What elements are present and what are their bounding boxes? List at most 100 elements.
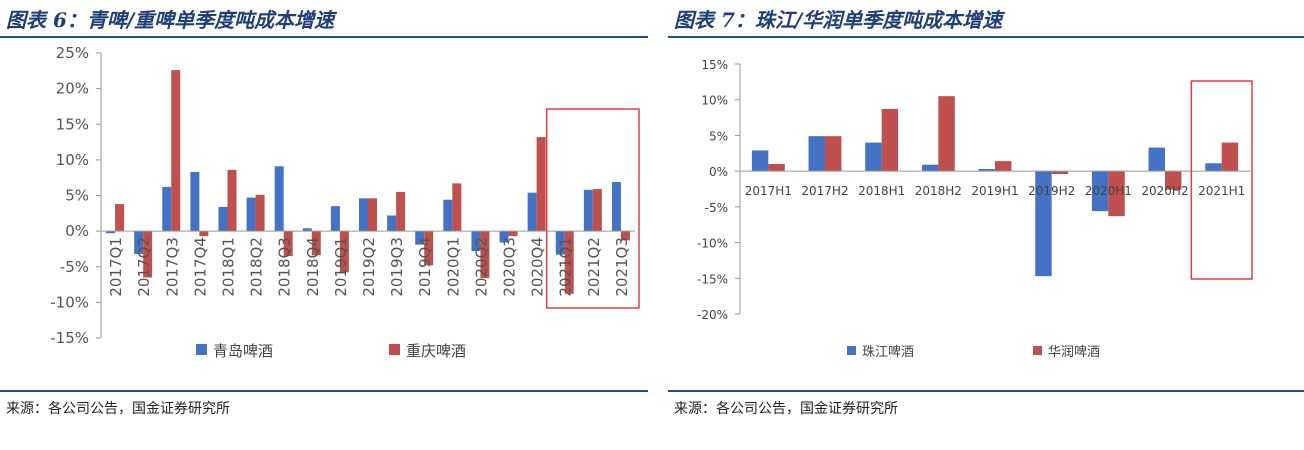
bar-series2	[396, 191, 406, 232]
bar-series1	[471, 231, 481, 252]
bar-series2	[283, 231, 293, 257]
y-tick-label: -5%	[705, 201, 728, 215]
bar-series1	[1148, 147, 1165, 172]
divider	[0, 390, 648, 392]
bar-series1	[1205, 163, 1222, 172]
highlight-box	[1190, 80, 1253, 280]
legend-label: 青岛啤酒	[213, 342, 273, 360]
y-tick-label: 0%	[709, 165, 728, 179]
bar-series1	[1091, 171, 1109, 212]
legend-label: 重庆啤酒	[406, 342, 466, 360]
y-tick-label: -15%	[50, 329, 89, 347]
x-tick-label: 2017Q1	[107, 237, 125, 297]
chart-panel-right: 图表 7：珠江/华润单季度吨成本增速 15% 10% 5% 0% -5% -10% -15%…	[668, 0, 1304, 450]
x-tick-label: 2017H2	[801, 184, 848, 198]
bar-series1	[415, 231, 425, 245]
x-tick-label: 2021Q2	[585, 237, 603, 297]
bar-series2	[995, 161, 1012, 172]
bar-series1	[302, 228, 312, 232]
bar-series1	[978, 169, 995, 172]
x-tick-label: 2020Q2	[472, 237, 490, 297]
y-tick-label: 15%	[56, 115, 89, 133]
bar-series1	[274, 166, 284, 232]
legend-label: 珠江啤酒	[862, 345, 914, 360]
y-tick-label: -20%	[697, 308, 728, 322]
x-tick-label: 2019Q1	[332, 237, 350, 297]
legend-swatch	[389, 344, 400, 355]
y-tick-label: 25%	[56, 44, 89, 62]
bar-series2	[536, 137, 546, 232]
bar-series1	[555, 231, 565, 255]
title-bar: 图表 7：珠江/华润单季度吨成本增速	[668, 0, 1304, 38]
x-tick-label: 2021H1	[1198, 184, 1245, 198]
legend-swatch	[847, 346, 856, 355]
x-tick-label: 2017Q2	[135, 237, 153, 297]
highlight-box	[545, 108, 640, 309]
bar-series1	[190, 171, 200, 232]
bar-series1	[808, 136, 825, 172]
bar-series2	[620, 231, 630, 241]
bar-series1	[134, 231, 144, 254]
bar-series2	[1108, 171, 1125, 217]
bar-series2	[564, 231, 574, 294]
bar-series1	[387, 215, 397, 232]
x-tick-label: 2019Q2	[360, 237, 378, 297]
bar-series2	[938, 96, 955, 172]
y-tick-label: 20%	[56, 80, 89, 98]
x-tick-label: 2020Q4	[529, 237, 547, 297]
x-tick-label: 2017Q3	[163, 237, 181, 297]
source-note: 来源：各公司公告，国金证券研究所	[6, 401, 230, 417]
bar-series2	[768, 164, 785, 172]
x-tick-label: 2020Q1	[444, 237, 462, 297]
x-tick-label: 2018Q3	[276, 237, 294, 297]
bar-series1	[1035, 171, 1052, 277]
bar-series2	[255, 194, 265, 232]
x-tick-label: 2018Q2	[248, 237, 266, 297]
bar-series1	[583, 189, 593, 232]
y-tick-label: 10%	[701, 94, 728, 108]
y-tick-label: 5%	[65, 187, 89, 205]
bar-series1	[359, 198, 368, 232]
bar-series2	[424, 231, 434, 266]
bar-series1	[921, 164, 939, 172]
bar-series2	[368, 198, 377, 232]
chart-title: 图表 7：珠江/华润单季度吨成本增速	[674, 8, 1003, 32]
bar-series2	[171, 70, 181, 232]
bar-series1	[162, 186, 172, 232]
bar-series2	[452, 183, 462, 232]
x-tick-label: 2018H2	[915, 184, 962, 198]
bar-series1	[330, 206, 340, 232]
bar-series2	[1051, 171, 1069, 174]
legend-swatch	[196, 344, 207, 355]
chart-title: 图表 6：青啤/重啤单季度吨成本增速	[6, 8, 335, 32]
bar-series1	[106, 231, 116, 234]
bar-series1	[751, 150, 769, 172]
bar-series2	[881, 109, 899, 172]
bar-series2	[1221, 142, 1239, 172]
y-tick-label: 5%	[709, 129, 728, 143]
bar-series2	[311, 231, 321, 256]
y-tick-label: 15%	[701, 58, 728, 72]
y-tick-label: 10%	[56, 151, 89, 169]
x-tick-label: 2020H2	[1141, 184, 1188, 198]
bar-series1	[499, 231, 509, 243]
chart-left: 25% 20% 15% 10% 5% 0% -5% -10% -15% 2017Q1 2017Q2 2…	[50, 44, 640, 360]
y-tick-label: -5%	[60, 258, 89, 276]
x-tick-label: 2021Q3	[613, 237, 631, 297]
bar-series1	[611, 181, 621, 232]
bar-series2	[199, 231, 209, 237]
bar-series2	[508, 231, 518, 237]
x-tick-label: 2021Q1	[557, 237, 575, 297]
x-tick-label: 2018Q4	[304, 237, 322, 297]
source-note: 来源：各公司公告，国金证券研究所	[674, 401, 898, 417]
chart-right: 15% 10% 5% 0% -5% -10% -15% -20% 2017H1 2017H2 201…	[697, 58, 1253, 360]
bar-series2	[480, 231, 490, 279]
bar-series1	[865, 142, 882, 172]
x-tick-label: 2020Q3	[501, 237, 519, 297]
legend-swatch	[1033, 346, 1042, 355]
legend-label: 华润啤酒	[1048, 345, 1100, 360]
bar-series1	[443, 199, 453, 232]
bar-series2	[825, 136, 842, 172]
divider	[668, 390, 1304, 392]
y-tick-label: -10%	[50, 293, 89, 311]
